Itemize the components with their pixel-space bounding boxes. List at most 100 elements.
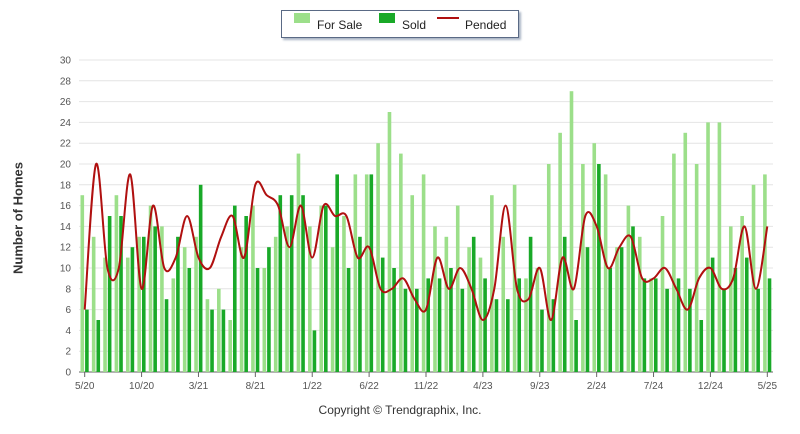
sold-bar <box>688 288 692 372</box>
sold-bar <box>710 257 715 372</box>
for-sale-bar <box>91 236 96 372</box>
y-tick-label: 6 <box>65 305 71 316</box>
y-tick-label: 8 <box>65 284 71 295</box>
sold-bar <box>415 288 419 372</box>
sold-bar <box>369 174 374 372</box>
for-sale-bar <box>763 174 767 372</box>
for-sale-bar <box>694 164 699 372</box>
sold-bar <box>744 257 749 372</box>
for-sale-bar <box>296 153 301 372</box>
for-sale-bar <box>387 112 392 372</box>
sold-bar <box>221 309 226 372</box>
pended-line <box>83 162 769 322</box>
sold-bar <box>141 236 146 372</box>
for-sale-bar <box>194 236 198 372</box>
for-sale-bar <box>740 216 744 372</box>
legend-label-for-sale: For Sale <box>317 18 363 32</box>
legend-label-sold: Sold <box>402 18 427 32</box>
sold-bar <box>380 257 385 372</box>
sold-bar <box>358 236 362 372</box>
x-tick-label: 2/24 <box>587 381 607 392</box>
y-tick-label: 10 <box>60 264 72 275</box>
for-sale-bar <box>171 278 176 372</box>
sold-bar <box>631 226 635 372</box>
y-tick-label: 18 <box>60 180 72 191</box>
for-sale-bar <box>649 278 653 372</box>
sold-bar <box>642 278 647 372</box>
x-tick-label: 8/21 <box>246 381 266 392</box>
sold-bar <box>278 195 283 372</box>
sold-bar <box>335 174 339 372</box>
x-tick-label: 9/23 <box>530 381 550 392</box>
for-sale-bar <box>148 205 153 372</box>
for-sale-bar <box>728 226 733 372</box>
legend-swatch-pended <box>437 17 459 19</box>
sold-bar <box>324 205 328 372</box>
for-sale-bar <box>251 205 255 372</box>
for-sale-bar <box>569 91 574 372</box>
sold-bar <box>506 299 510 372</box>
for-sale-bar <box>399 153 403 372</box>
x-tick-label: 6/22 <box>359 381 379 392</box>
for-sale-bar <box>353 174 358 372</box>
x-tick-label: 5/20 <box>75 381 95 392</box>
sold-bar <box>403 288 408 372</box>
sold-bar <box>119 216 123 372</box>
sold-bar <box>471 236 476 372</box>
sold-bar <box>267 247 271 372</box>
y-tick-label: 24 <box>60 118 72 129</box>
sold-bar <box>562 236 567 372</box>
x-tick-label: 1/22 <box>302 381 322 392</box>
x-tick-label: 11/22 <box>414 381 439 392</box>
sold-bar <box>483 278 487 372</box>
sold-bar <box>130 247 135 372</box>
for-sale-bar <box>626 205 631 372</box>
sold-bar <box>733 268 738 372</box>
legend: For Sale Sold Pended <box>281 10 519 38</box>
sold-bar <box>494 299 499 372</box>
for-sale-bar <box>467 247 471 372</box>
sold-bar <box>460 288 465 372</box>
for-sale-bar <box>342 216 346 372</box>
x-tick-label: 4/23 <box>473 381 493 392</box>
sold-bar <box>153 226 157 372</box>
sold-bar <box>517 278 522 372</box>
sold-bar <box>528 236 533 372</box>
y-tick-label: 20 <box>60 160 72 171</box>
y-tick-label: 4 <box>65 326 71 337</box>
y-tick-label: 26 <box>60 97 72 108</box>
for-sale-bar <box>603 174 608 372</box>
sold-bar <box>585 247 590 372</box>
for-sale-bar <box>683 132 688 372</box>
sold-bar <box>722 288 726 372</box>
for-sale-bar <box>672 153 676 372</box>
x-tick-label: 5/25 <box>758 381 778 392</box>
for-sale-bar <box>592 143 597 372</box>
for-sale-bar <box>217 288 221 372</box>
y-tick-label: 22 <box>60 139 72 150</box>
sold-bar <box>392 268 396 372</box>
sold-bar <box>608 268 613 372</box>
for-sale-bar <box>546 164 551 372</box>
y-tick-label: 28 <box>60 76 72 87</box>
x-tick-label: 3/21 <box>189 381 209 392</box>
sold-bar <box>255 268 260 372</box>
for-sale-bar <box>501 236 506 372</box>
sold-bar <box>301 195 305 372</box>
for-sale-bar <box>558 132 562 372</box>
x-tick-label: 10/20 <box>129 381 154 392</box>
sold-bar <box>289 195 294 372</box>
sold-bar <box>756 288 760 372</box>
for-sale-bar <box>717 122 722 373</box>
sold-bar <box>437 278 442 372</box>
x-tick-label: 12/24 <box>698 381 723 392</box>
for-sale-bar <box>421 174 426 372</box>
sold-bar <box>551 299 556 372</box>
for-sale-bar <box>524 278 528 372</box>
sold-bar <box>164 299 169 372</box>
for-sale-bar <box>615 247 619 372</box>
for-sale-bar <box>285 226 289 372</box>
for-sale-bar <box>581 164 585 372</box>
sold-bar <box>176 236 180 372</box>
sold-bar <box>767 278 772 372</box>
